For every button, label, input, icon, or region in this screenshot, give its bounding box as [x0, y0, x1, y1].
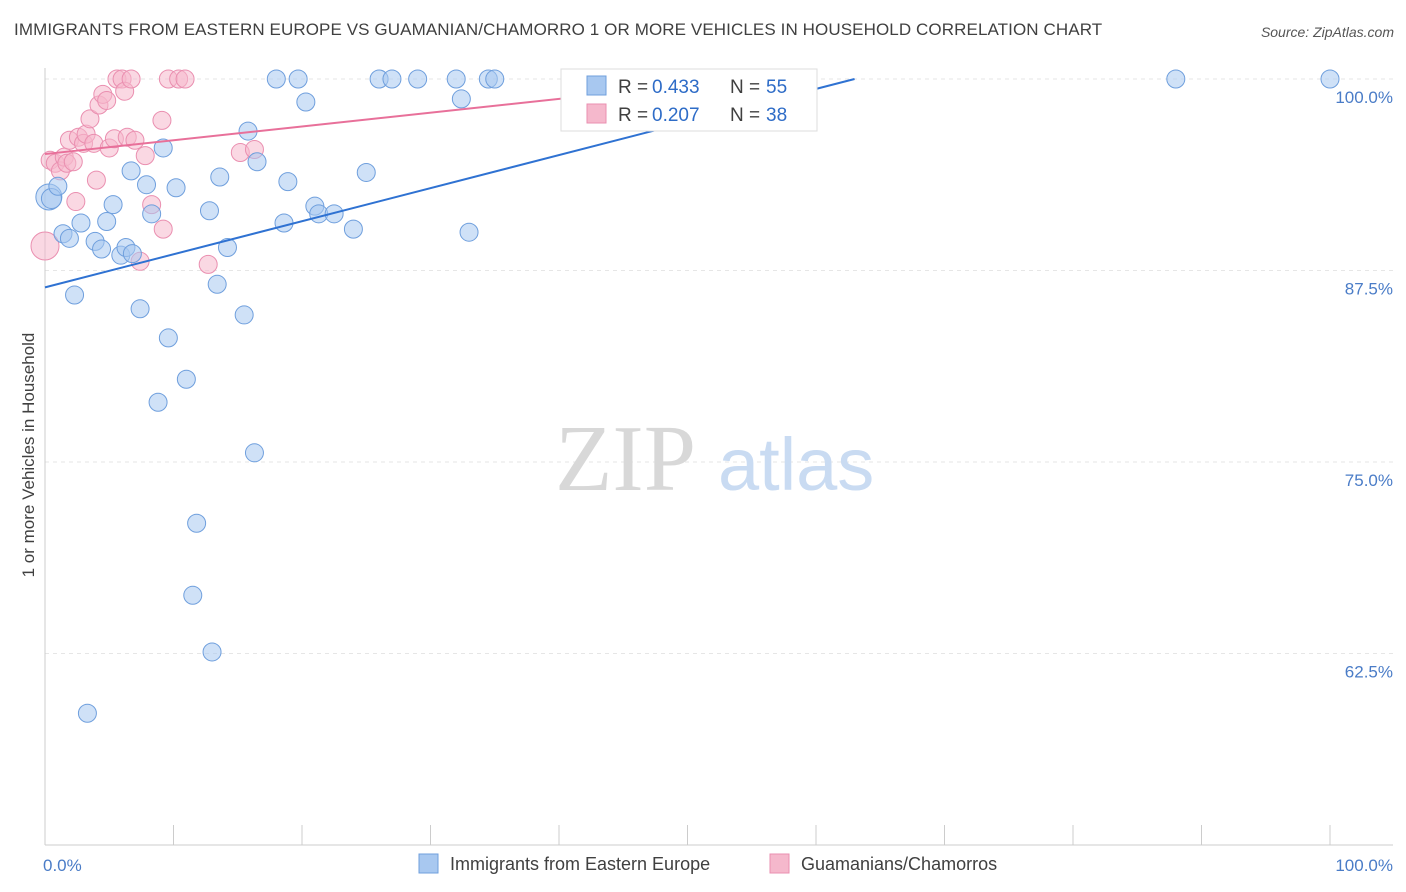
guamanian-point-0 [30, 231, 60, 261]
eastern-europe-point-9 [97, 211, 117, 231]
eastern-europe-point-20 [166, 178, 186, 198]
bottom-legend-swatch-blue [418, 853, 439, 874]
guamanian-point-27 [135, 146, 155, 166]
legend-swatch-pink [586, 103, 607, 124]
x-tick-labels: 0.0% 100.0% [43, 856, 1393, 875]
eastern-europe-point-33 [266, 69, 286, 89]
guamanian-point-30 [153, 219, 173, 239]
guamanian-point-33 [175, 69, 195, 89]
watermark-atlas: atlas [718, 423, 874, 506]
y-tick-label-3: 62.5% [1345, 663, 1393, 682]
bottom-legend-label-blue: Immigrants from Eastern Europe [450, 854, 710, 874]
eastern-europe-point-22 [187, 513, 207, 533]
legend-r-label-pink: R = [618, 105, 648, 126]
guamanian-point-12 [80, 109, 100, 129]
eastern-europe-point-5 [71, 213, 91, 233]
legend-r-value-pink: 0.207 [652, 105, 700, 126]
stats-legend: R = 0.433 N = 55 R = 0.207 N = 38 [560, 68, 818, 132]
grid-lines [45, 78, 1393, 654]
eastern-europe-point-18 [153, 138, 173, 158]
eastern-europe-point-24 [199, 201, 219, 221]
eastern-europe-point-16 [142, 204, 162, 224]
eastern-europe-point-36 [288, 69, 308, 89]
eastern-europe-point-46 [446, 69, 466, 89]
eastern-europe-point-50 [485, 69, 505, 89]
x-tick-label-1: 100.0% [1335, 856, 1393, 875]
y-tick-label-1: 87.5% [1345, 280, 1393, 299]
guamanian-point-8 [66, 192, 86, 212]
eastern-europe-point-8 [92, 239, 112, 259]
eastern-europe-point-53 [48, 176, 68, 196]
eastern-europe-point-14 [130, 299, 150, 319]
eastern-europe-point-29 [234, 305, 254, 325]
legend-swatch-blue [586, 75, 607, 96]
bottom-legend-swatch-pink [769, 853, 790, 874]
series-legend: Immigrants from Eastern Europe Guamanian… [418, 853, 997, 874]
guamanian-point-7 [63, 152, 83, 172]
eastern-europe-point-21 [176, 369, 196, 389]
eastern-europe-point-13 [121, 161, 141, 181]
guamanian-point-14 [86, 170, 106, 190]
guamanian-point-34 [198, 254, 218, 274]
legend-n-label-blue: N = [730, 77, 760, 98]
eastern-europe-point-51 [1166, 69, 1186, 89]
eastern-europe-point-42 [356, 162, 376, 182]
eastern-europe-point-10 [103, 195, 123, 215]
guamanian-point-17 [97, 90, 117, 110]
y-tick-label-0: 100.0% [1335, 88, 1393, 107]
eastern-europe-point-4 [65, 285, 85, 305]
eastern-europe-point-52 [1320, 69, 1340, 89]
eastern-europe-point-23 [183, 585, 203, 605]
y-tick-label-2: 75.0% [1345, 471, 1393, 490]
chart-title: IMMIGRANTS FROM EASTERN EUROPE VS GUAMAN… [14, 20, 1103, 39]
eastern-europe-point-45 [408, 69, 428, 89]
axes [44, 68, 1393, 846]
eastern-europe-point-34 [274, 213, 294, 233]
eastern-europe-point-15 [137, 175, 157, 195]
eastern-europe-point-27 [210, 167, 230, 187]
source-label: Source: ZipAtlas.com [1260, 24, 1394, 40]
legend-n-value-pink: 38 [766, 105, 787, 126]
watermark-zip: ZIP [555, 407, 696, 511]
legend-n-value-blue: 55 [766, 77, 787, 98]
eastern-europe-point-47 [451, 89, 471, 109]
eastern-europe-point-28 [217, 238, 237, 258]
eastern-europe-point-31 [244, 443, 264, 463]
y-tick-labels: 100.0% 87.5% 75.0% 62.5% [1335, 88, 1393, 682]
watermark: ZIP atlas [555, 407, 874, 511]
eastern-europe-point-19 [158, 328, 178, 348]
eastern-europe-point-3 [59, 228, 79, 248]
guamanian-point-25 [125, 130, 145, 150]
eastern-europe-point-26 [207, 274, 227, 294]
eastern-europe-point-35 [278, 172, 298, 192]
legend-r-value-blue: 0.433 [652, 77, 700, 98]
eastern-europe-point-17 [148, 392, 168, 412]
guamanian-point-24 [121, 69, 141, 89]
series-eastern-europe-points [35, 69, 1340, 723]
x-tick-label-0: 0.0% [43, 856, 82, 875]
guamanian-point-29 [152, 110, 172, 130]
eastern-europe-point-44 [382, 69, 402, 89]
y-axis-label: 1 or more Vehicles in Household [19, 333, 38, 578]
eastern-europe-point-6 [77, 703, 97, 723]
eastern-europe-point-37 [296, 92, 316, 112]
eastern-europe-point-41 [343, 219, 363, 239]
bottom-legend-label-pink: Guamanians/Chamorros [801, 854, 997, 874]
legend-r-label-blue: R = [618, 77, 648, 98]
eastern-europe-point-25 [202, 642, 222, 662]
legend-n-label-pink: N = [730, 105, 760, 126]
eastern-europe-point-32 [247, 152, 267, 172]
eastern-europe-point-48 [459, 222, 479, 242]
eastern-europe-point-54 [122, 244, 142, 264]
